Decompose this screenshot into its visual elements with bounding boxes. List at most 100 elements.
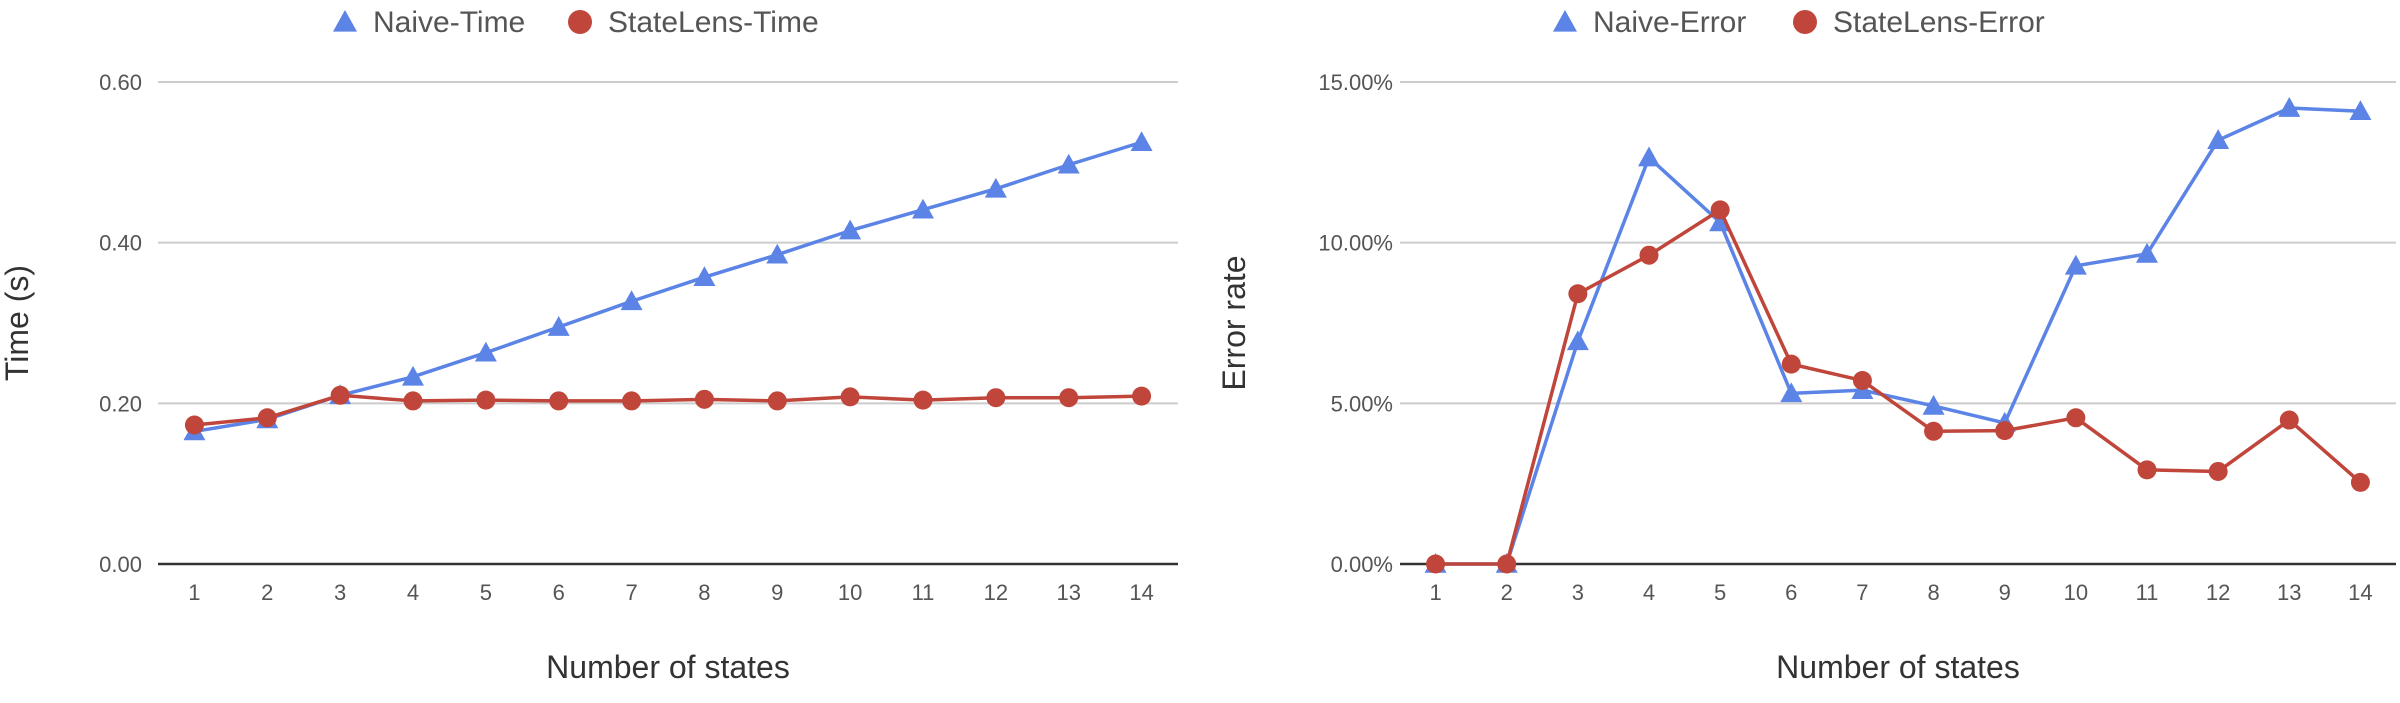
y-tick-label: 0.40 bbox=[99, 231, 142, 256]
x-tick-label: 1 bbox=[1429, 580, 1441, 605]
data-point-triangle bbox=[766, 243, 789, 264]
legend-marker-circle bbox=[568, 10, 592, 34]
x-tick-label: 13 bbox=[2277, 580, 2301, 605]
x-tick-label: 3 bbox=[334, 580, 346, 605]
y-tick-label: 5.00% bbox=[1331, 391, 1393, 416]
data-point-triangle bbox=[620, 290, 643, 311]
y-axis-title: Error rate bbox=[1216, 255, 1252, 390]
x-tick-label: 6 bbox=[553, 580, 565, 605]
data-point-triangle bbox=[547, 316, 570, 336]
y-tick-label: 10.00% bbox=[1318, 231, 1393, 256]
data-point-triangle bbox=[402, 365, 424, 386]
y-tick-label: 15.00% bbox=[1318, 70, 1393, 95]
data-point-circle bbox=[184, 415, 204, 435]
data-point-circle bbox=[1852, 371, 1872, 391]
data-point-circle bbox=[2066, 408, 2086, 428]
data-point-circle bbox=[840, 387, 860, 407]
x-tick-label: 7 bbox=[1856, 580, 1868, 605]
series-line-1 bbox=[194, 393, 1142, 427]
data-point-circle bbox=[476, 390, 496, 410]
data-point-triangle bbox=[2278, 97, 2301, 117]
x-axis-title: Number of states bbox=[1776, 649, 2020, 685]
data-point-triangle bbox=[1566, 330, 1589, 351]
data-point-circle bbox=[694, 389, 714, 409]
data-point-triangle bbox=[2349, 100, 2372, 121]
data-point-triangle bbox=[2136, 242, 2158, 263]
data-point-circle bbox=[1132, 386, 1152, 406]
x-tick-label: 12 bbox=[984, 580, 1008, 605]
x-tick-label: 2 bbox=[261, 580, 273, 605]
x-tick-label: 2 bbox=[1501, 580, 1513, 605]
series-line-0 bbox=[1435, 106, 2361, 566]
legend-marker-triangle bbox=[333, 10, 357, 32]
data-point-circle bbox=[1059, 388, 1079, 408]
data-point-circle bbox=[622, 391, 642, 411]
x-tick-label: 7 bbox=[625, 580, 637, 605]
y-tick-label: 0.00% bbox=[1331, 552, 1393, 577]
y-tick-label: 0.60 bbox=[99, 70, 142, 95]
data-point-circle bbox=[1426, 554, 1446, 574]
x-tick-label: 5 bbox=[1714, 580, 1726, 605]
data-point-triangle bbox=[1638, 146, 1660, 167]
data-point-circle bbox=[767, 391, 787, 411]
x-tick-label: 8 bbox=[1927, 580, 1939, 605]
x-tick-label: 4 bbox=[407, 580, 419, 605]
data-point-circle bbox=[1710, 200, 1730, 220]
x-tick-label: 10 bbox=[838, 580, 862, 605]
data-point-triangle bbox=[1709, 211, 1732, 232]
x-tick-label: 9 bbox=[771, 580, 783, 605]
data-point-circle bbox=[1924, 421, 1944, 441]
legend-label: StateLens-Error bbox=[1833, 6, 2045, 39]
x-tick-label: 8 bbox=[698, 580, 710, 605]
data-point-circle bbox=[1497, 554, 1517, 574]
time-chart: 0.000.200.400.601 2 3 4 5 6 7 8 9 10 11 12 13 14Numbe… bbox=[0, 6, 1178, 685]
x-tick-label: 10 bbox=[2064, 580, 2088, 605]
x-axis-title: Number of states bbox=[546, 649, 790, 685]
data-point-circle bbox=[1995, 421, 2015, 441]
data-point-triangle bbox=[1057, 153, 1080, 174]
data-point-triangle bbox=[693, 266, 716, 287]
data-point-triangle bbox=[474, 341, 497, 362]
x-tick-label: 14 bbox=[2348, 580, 2372, 605]
data-point-triangle bbox=[1130, 131, 1153, 152]
y-axis-title: Time (s) bbox=[0, 265, 35, 381]
x-tick-label: 11 bbox=[912, 580, 935, 605]
x-tick-label: 6 bbox=[1785, 580, 1797, 605]
data-point-triangle bbox=[2207, 129, 2230, 149]
data-point-circle bbox=[1639, 245, 1659, 265]
x-tick-label: 9 bbox=[1999, 580, 2011, 605]
series-line-0 bbox=[194, 140, 1143, 434]
x-tick-label: 14 bbox=[1129, 580, 1153, 605]
x-tick-label: 12 bbox=[2206, 580, 2230, 605]
data-point-circle bbox=[2350, 472, 2370, 492]
y-tick-label: 0.00 bbox=[99, 552, 142, 577]
data-point-triangle bbox=[1780, 382, 1803, 403]
data-point-circle bbox=[549, 391, 569, 411]
legend-label: StateLens-Time bbox=[608, 6, 819, 39]
data-point-circle bbox=[1568, 284, 1588, 304]
legend-marker-triangle bbox=[1553, 10, 1577, 32]
data-point-circle bbox=[330, 385, 350, 405]
data-point-circle bbox=[257, 408, 277, 428]
data-point-circle bbox=[1781, 354, 1801, 374]
data-point-triangle bbox=[839, 219, 862, 240]
data-point-triangle bbox=[2064, 254, 2087, 275]
x-tick-label: 1 bbox=[188, 580, 200, 605]
data-point-triangle bbox=[984, 177, 1007, 198]
series-line-1 bbox=[1435, 208, 2362, 566]
data-point-triangle bbox=[1922, 394, 1945, 415]
legend-label: Naive-Error bbox=[1593, 6, 1746, 39]
x-tick-label: 3 bbox=[1572, 580, 1584, 605]
x-tick-label: 5 bbox=[480, 580, 492, 605]
data-point-circle bbox=[2279, 410, 2299, 430]
data-point-circle bbox=[2208, 461, 2228, 481]
x-tick-label: 11 bbox=[2136, 580, 2159, 605]
data-point-circle bbox=[913, 390, 933, 410]
x-tick-label: 4 bbox=[1643, 580, 1655, 605]
x-tick-label: 13 bbox=[1056, 580, 1080, 605]
legend-label: Naive-Time bbox=[373, 6, 525, 39]
data-point-circle bbox=[2137, 460, 2157, 480]
y-tick-label: 0.20 bbox=[99, 391, 142, 416]
